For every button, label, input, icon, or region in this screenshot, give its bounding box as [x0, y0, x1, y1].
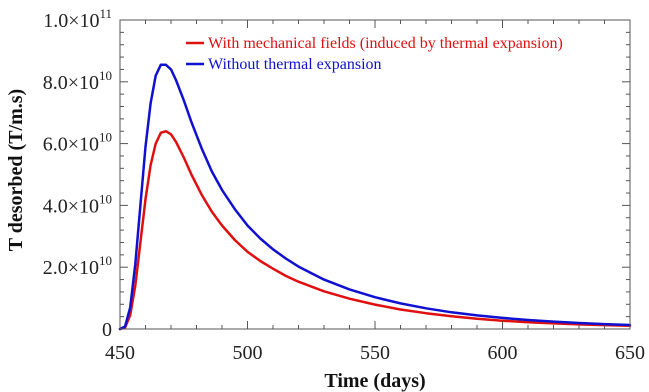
y-axis-title: T desorbed (T/m.s)	[5, 89, 27, 251]
y-axis: 0 2.0×1010 4.0×1010 6.0×1010 8.0×1010 1.0×101…	[43, 6, 630, 341]
series-line-1	[118, 63, 632, 331]
y-tick-label: 6.0×1010	[43, 130, 112, 156]
y-tick-label: 8.0×1010	[43, 68, 112, 94]
y-tick-label: 1.0×1011	[43, 6, 112, 32]
x-tick-label: 600	[488, 342, 518, 364]
x-axis-title: Time (days)	[324, 370, 425, 392]
y-tick-label: 0	[102, 319, 112, 341]
series-lines	[118, 63, 632, 331]
legend-label-with-mechanical: With mechanical fields (induced by therm…	[208, 35, 563, 52]
y-tick-label: 4.0×1010	[43, 191, 112, 217]
x-tick-label: 450	[105, 342, 135, 364]
x-tick-label: 650	[615, 342, 645, 364]
x-tick-label: 500	[233, 342, 263, 364]
y-tick-label: 2.0×1010	[43, 253, 112, 279]
series-line-0	[118, 129, 632, 331]
legend-label-without-thermal: Without thermal expansion	[208, 56, 382, 73]
x-axis: 450 500 550 600 650	[105, 20, 645, 364]
x-tick-label: 550	[360, 342, 390, 364]
legend: With mechanical fields (induced by therm…	[186, 35, 563, 73]
